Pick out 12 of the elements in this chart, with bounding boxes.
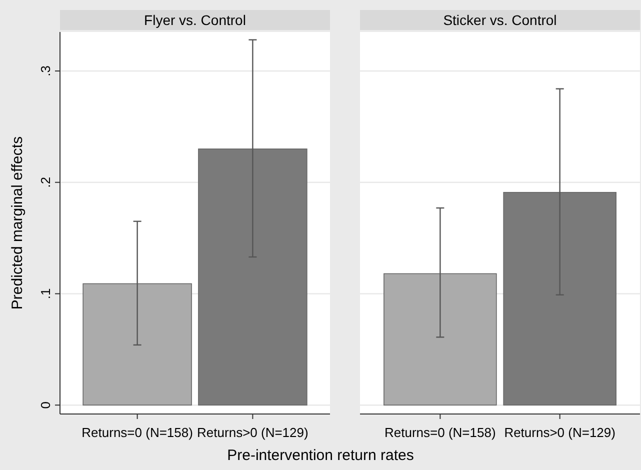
y-tick-label: 0 [38,401,53,409]
chart-title: Flyer vs. Control [144,12,246,28]
x-tick-label: Returns=0 (N=158) [384,425,496,440]
x-tick-label: Returns=0 (N=158) [82,425,193,440]
y-tick-label: .2 [38,176,53,188]
x-tick-label: Returns>0 (N=129) [504,425,616,440]
x-tick-label: Returns>0 (N=129) [197,425,308,440]
chart-title: Sticker vs. Control [443,12,557,28]
y-tick-label: .1 [38,288,53,300]
y-tick-label: .3 [38,66,53,76]
y-axis-title: Predicted marginal effects [9,136,26,310]
x-axis-title: Pre-intervention return rates [227,447,414,464]
